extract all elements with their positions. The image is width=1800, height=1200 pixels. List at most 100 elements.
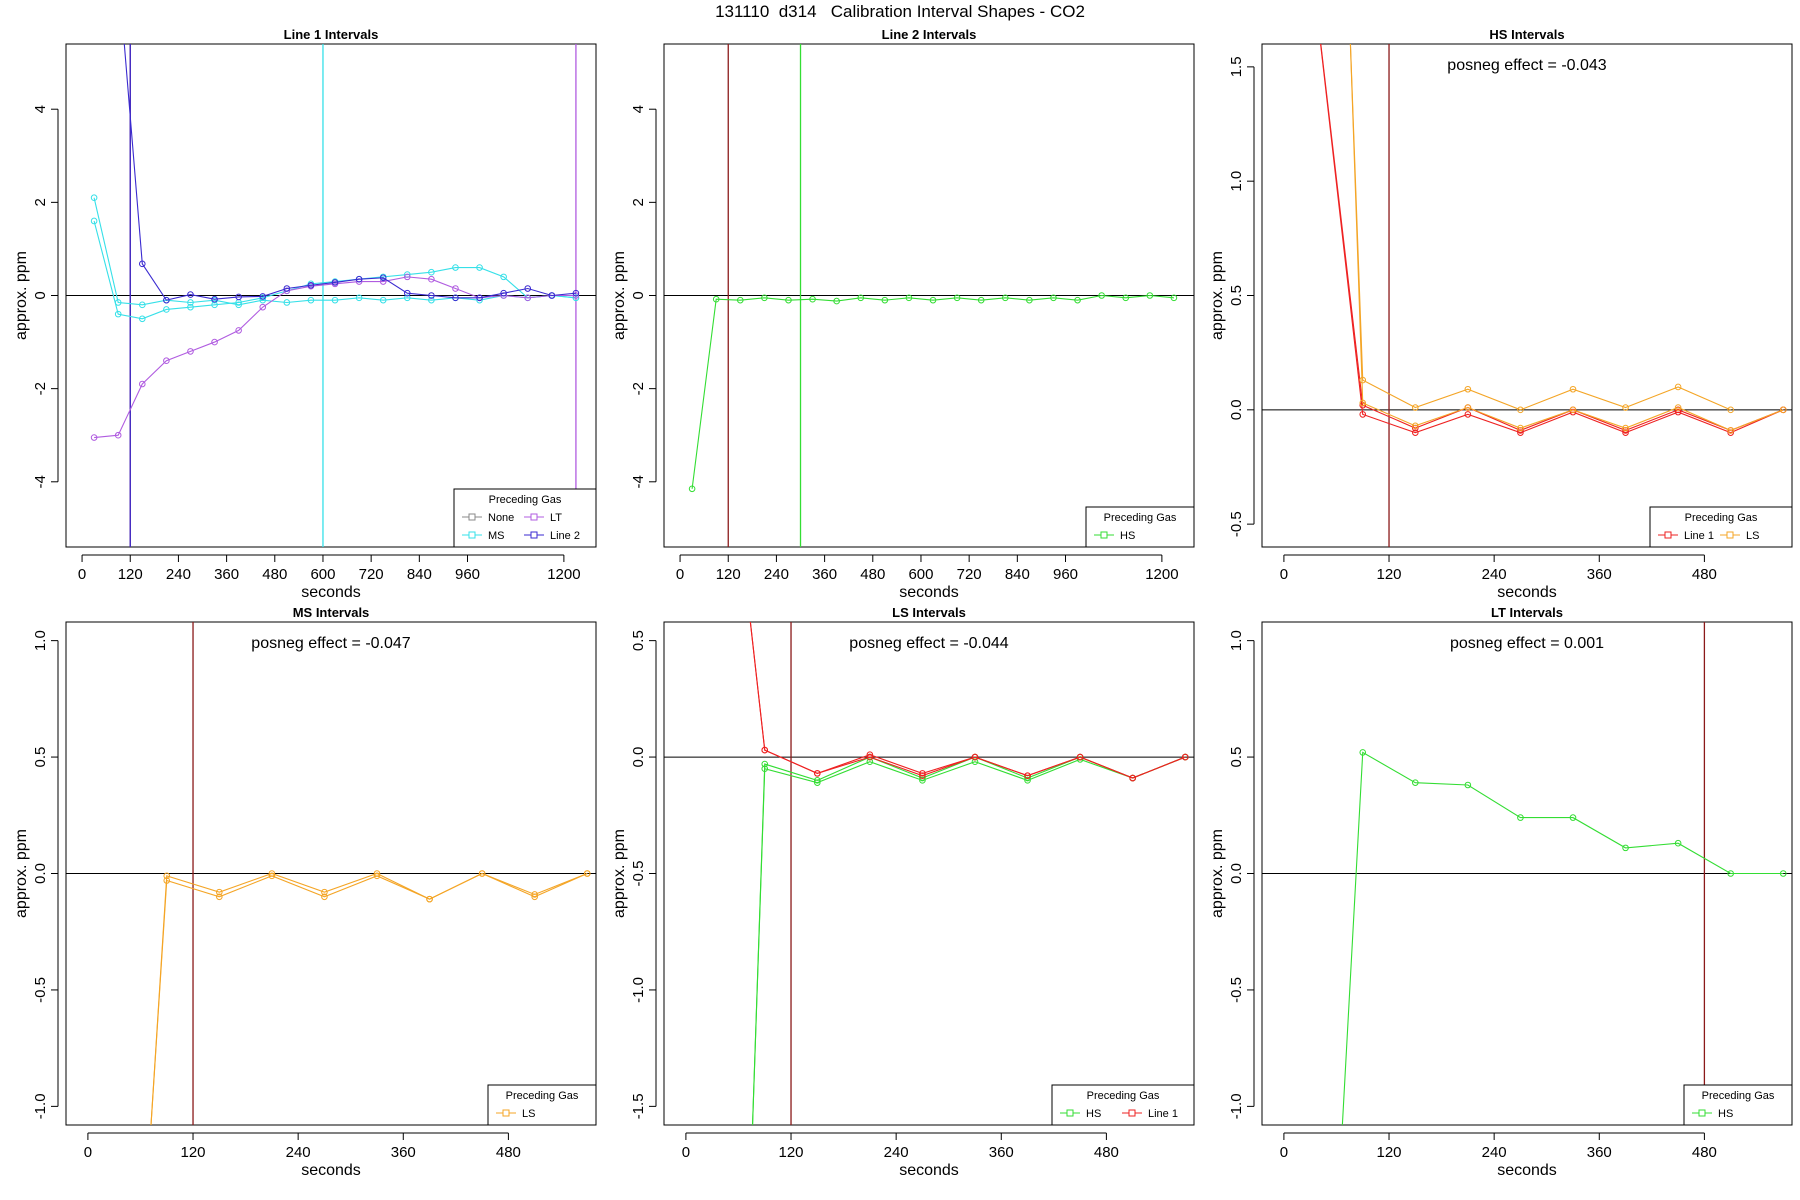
data-point [1569, 406, 1577, 414]
y-tick-label: -2 [630, 382, 647, 395]
data-point [1412, 779, 1419, 786]
x-tick-label: 1200 [1145, 566, 1178, 583]
posneg-annotation: posneg effect = -0.047 [251, 635, 410, 652]
data-point [1074, 296, 1081, 304]
data-point [524, 294, 532, 302]
series-line [1349, 44, 1784, 431]
data-point [1181, 753, 1189, 761]
data-point [1622, 429, 1629, 436]
data-point [163, 872, 171, 880]
legend-title: Preceding Gas [1702, 1090, 1775, 1102]
legend-entry: LS [1746, 530, 1759, 542]
series-line [1320, 44, 1784, 431]
data-point [428, 292, 435, 299]
y-tick-label: 0 [630, 291, 647, 299]
data-point [572, 292, 580, 299]
x-tick-label: 240 [764, 566, 789, 583]
data-point [452, 285, 459, 292]
data-point [1122, 294, 1130, 302]
data-point [919, 777, 926, 784]
legend-box [1051, 1084, 1195, 1126]
posneg-annotation: posneg effect = -0.044 [849, 635, 1008, 652]
data-point [1024, 772, 1031, 779]
legend-marker [468, 513, 476, 521]
data-point [814, 779, 821, 786]
data-point [1779, 406, 1787, 414]
data-point [866, 758, 874, 766]
data-point [283, 285, 291, 292]
plot-area [664, 44, 1194, 547]
legend: Preceding Gas LS [487, 1084, 597, 1126]
data-point [428, 268, 435, 276]
x-axis-label: seconds [899, 584, 959, 601]
panel-title: Line 2 Intervals [882, 27, 977, 42]
data-point [1517, 424, 1524, 432]
x-tick-label: 120 [716, 566, 741, 583]
data-point [379, 296, 387, 304]
legend-entry: None [488, 512, 514, 524]
legend-box [1649, 506, 1793, 548]
data-point [905, 294, 913, 302]
x-tick-label: 960 [1053, 566, 1078, 583]
x-tick-label: 480 [496, 1144, 521, 1161]
data-point [1569, 385, 1577, 393]
y-tick-label: 0.0 [32, 863, 49, 884]
legend: Preceding Gas HS [1683, 1084, 1793, 1126]
y-tick-label: 1.0 [1228, 630, 1245, 651]
legend-marker [502, 1109, 510, 1117]
legend-box [487, 1084, 597, 1126]
legend-title: Preceding Gas [489, 494, 562, 506]
data-point [307, 296, 315, 304]
data-point [929, 296, 937, 304]
series-line [691, 294, 1174, 489]
x-tick-label: 120 [779, 1144, 804, 1161]
x-tick-label: 720 [359, 566, 384, 583]
data-point [749, 1150, 755, 1156]
x-axis-label: seconds [301, 584, 361, 601]
x-tick-label: 1200 [547, 566, 580, 583]
legend-entry: Line 1 [1148, 1108, 1178, 1120]
data-point [476, 264, 483, 271]
data-point [268, 872, 276, 880]
legend: Preceding Gas HS [1085, 506, 1195, 548]
x-tick-label: 360 [812, 566, 837, 583]
data-point [953, 294, 961, 302]
panel-title: LT Intervals [1491, 605, 1563, 620]
x-tick-label: 240 [1482, 1144, 1507, 1161]
data-point [373, 872, 381, 880]
series-line [94, 276, 576, 439]
legend-entry: LS [522, 1108, 535, 1120]
legend-title: Preceding Gas [506, 1090, 579, 1102]
y-tick-label: 0 [32, 291, 49, 299]
data-point [1727, 870, 1734, 877]
y-tick-label: 2 [630, 198, 647, 206]
x-tick-label: 120 [1377, 1144, 1402, 1161]
figure-suptitle: 131110 d314 Calibration Interval Shapes … [715, 2, 1085, 21]
data-point [1146, 292, 1154, 299]
x-tick-label: 360 [214, 566, 239, 583]
data-point [216, 888, 223, 896]
data-point [321, 888, 328, 896]
y-tick-label: 0.0 [1228, 863, 1245, 884]
y-tick-label: -0.5 [630, 861, 647, 887]
x-tick-label: 0 [676, 566, 684, 583]
data-point [1359, 399, 1367, 407]
data-point [1779, 870, 1787, 877]
y-axis-label: approx. ppm [13, 829, 30, 918]
data-point [1412, 404, 1419, 411]
data-point [1569, 814, 1577, 821]
y-tick-label: -0.5 [1228, 977, 1245, 1003]
data-point [1170, 294, 1178, 302]
data-point [187, 303, 194, 311]
y-tick-label: 1.5 [1228, 56, 1245, 77]
data-point [785, 296, 792, 304]
x-tick-label: 360 [1587, 1144, 1612, 1161]
y-tick-label: 0.5 [1228, 285, 1245, 306]
data-point [452, 294, 459, 302]
series-line [150, 872, 588, 1125]
plot-area [664, 622, 1194, 1156]
data-point [712, 295, 720, 303]
y-tick-label: -0.5 [1228, 511, 1245, 537]
legend-title: Preceding Gas [1104, 512, 1177, 524]
